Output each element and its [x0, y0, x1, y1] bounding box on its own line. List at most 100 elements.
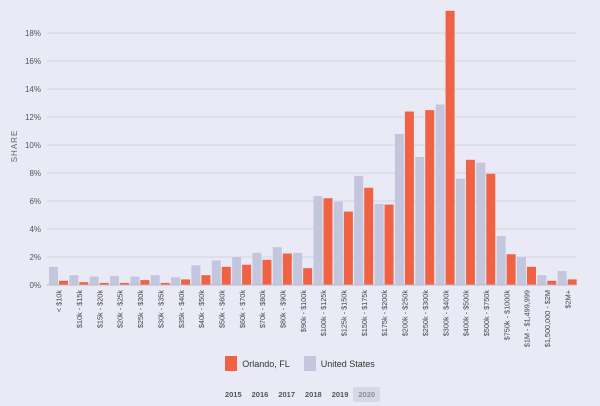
x-tick-label: $10k - $15k [75, 290, 84, 328]
bar-orlando [99, 282, 109, 285]
x-tick-label: $250k - $300k [421, 290, 430, 337]
bar-united-states [110, 275, 120, 285]
bar-orlando [323, 198, 333, 285]
bar-orlando [79, 282, 89, 285]
x-tick-label: $100k - $125k [319, 290, 328, 337]
legend-label-united-states: United States [320, 358, 375, 369]
bar-orlando [303, 268, 313, 285]
bar-orlando [404, 111, 414, 285]
bar-orlando [181, 279, 191, 285]
bar-orlando [343, 211, 353, 285]
y-tick-label: 4% [29, 225, 41, 234]
bar-united-states [394, 133, 404, 285]
bar-orlando [526, 266, 536, 285]
y-tick-label: 18% [25, 29, 41, 38]
bar-united-states [313, 196, 323, 285]
bar-orlando [140, 280, 150, 285]
bar-united-states [252, 252, 262, 285]
x-tick-label: $40k - $50k [197, 290, 206, 328]
bar-united-states [496, 236, 506, 285]
x-tick-label: $25k - $30k [136, 290, 145, 328]
bar-orlando [59, 280, 68, 285]
bar-united-states [232, 257, 242, 285]
x-tick-label: $300k - $400k [441, 290, 450, 337]
bar-orlando [120, 282, 130, 285]
bar-united-states [354, 175, 364, 285]
bar-orlando [567, 279, 577, 285]
bar-orlando [242, 264, 252, 285]
bar-united-states [537, 275, 547, 285]
y-tick-label: 14% [25, 85, 41, 94]
y-tick-label: 6% [29, 197, 41, 206]
x-tick-label: $35k - $40k [177, 290, 186, 328]
bar-united-states [150, 275, 160, 285]
x-tick-label: $500k - $750k [482, 290, 491, 337]
bar-united-states [374, 203, 384, 285]
bar-united-states [333, 201, 343, 285]
legend-swatch-united-states [303, 356, 316, 371]
x-tick-label: $90k - $100k [299, 290, 308, 333]
bar-orlando [221, 266, 231, 285]
x-tick-label: $50k - $60k [217, 290, 226, 328]
legend-label-orlando: Orlando, FL [242, 358, 290, 369]
bar-united-states [89, 276, 99, 285]
bar-united-states [272, 247, 282, 285]
x-tick-label: $80k - $90k [278, 290, 287, 328]
x-tick-label: $60k - $70k [238, 290, 247, 328]
year-2018[interactable]: 2018 [305, 390, 322, 399]
bar-orlando [384, 204, 394, 285]
bar-orlando [160, 282, 170, 285]
bar-united-states [557, 271, 567, 285]
bar-orlando [364, 187, 374, 285]
bar-orlando [445, 10, 455, 286]
legend-item-orlando[interactable]: Orlando, FL [225, 356, 290, 371]
x-tick-label: $750k - $1000k [502, 290, 511, 341]
bar-united-states [415, 156, 425, 285]
x-tick-label: $70k - $80k [258, 290, 267, 328]
x-tick-label: $15k - $20k [95, 290, 104, 328]
y-tick-label: 10% [25, 141, 41, 150]
x-tick-label: $150k - $175k [360, 290, 369, 337]
y-tick-label: 16% [25, 57, 41, 66]
bar-united-states [130, 276, 140, 285]
bar-orlando [282, 253, 292, 285]
y-axis-label: SHARE [10, 130, 19, 163]
bar-united-states [171, 277, 181, 285]
x-tick-label: $400k - $500k [462, 290, 471, 337]
year-2019[interactable]: 2019 [331, 390, 349, 399]
bar-united-states [455, 178, 465, 285]
year-2020[interactable]: 2020 [353, 387, 381, 402]
year-2017[interactable]: 2017 [278, 390, 295, 399]
x-tick-label: $20k - $25k [116, 290, 125, 328]
legend-item-united-states[interactable]: United States [303, 356, 375, 371]
bar-united-states [476, 162, 486, 285]
bar-united-states [191, 265, 201, 285]
bar-united-states [69, 275, 79, 285]
year-2016[interactable]: 2016 [251, 390, 269, 399]
y-tick-label: 12% [25, 113, 41, 122]
x-tick-label: $1M - $1,499,999 [523, 290, 532, 347]
bar-orlando [486, 173, 496, 285]
x-tick-label: $200k - $250k [401, 290, 410, 337]
x-tick-label: < $10k [55, 290, 64, 312]
year-2015[interactable]: 2015 [224, 390, 242, 399]
bar-orlando [262, 259, 272, 285]
y-tick-label: 2% [29, 253, 41, 262]
x-tick-label: $125k - $150k [340, 290, 349, 337]
x-tick-label: $1,500,000 - $2M [543, 290, 552, 347]
year-selector: 2015 2016 2017 2018 2019 2020 [0, 387, 600, 402]
chart-legend: Orlando, FL United States [0, 356, 600, 371]
y-tick-label: 0% [29, 281, 41, 290]
bar-orlando [465, 159, 475, 285]
bar-orlando [506, 254, 516, 285]
bar-chart: 0% 2% 4% 6% 8% 10% 12% 14% 16% 18% SHARE < $10k $10k… [10, 10, 577, 347]
bar-united-states [516, 257, 526, 285]
bar-orlando [425, 110, 435, 286]
bar-united-states [211, 260, 221, 285]
x-tick-label: $175k - $200k [380, 290, 389, 337]
x-tick-label: $30k - $35k [156, 290, 165, 328]
x-tick-label: $2M+ [563, 290, 572, 308]
bar-orlando [201, 275, 211, 285]
bar-orlando [547, 280, 557, 285]
bar-united-states [435, 104, 445, 285]
